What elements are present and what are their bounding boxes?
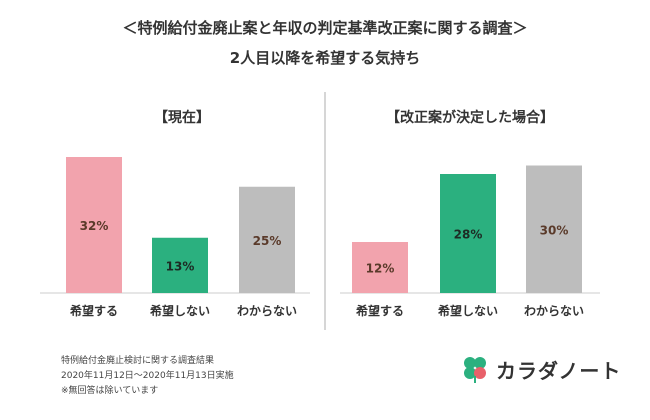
- brand-name: カラダノート: [496, 358, 622, 383]
- bar-value-label: 32%: [80, 219, 109, 233]
- category-label: わからない: [524, 304, 584, 318]
- chart-subtitle: 2人目以降を希望する気持ち: [229, 49, 421, 67]
- bar-revised-2: [526, 165, 582, 293]
- category-label: 希望する: [69, 303, 118, 318]
- category-label: 希望しない: [437, 303, 498, 318]
- clover-icon: [464, 357, 486, 383]
- bar-value-label: 25%: [253, 234, 282, 248]
- panel-title: 【改正案が決定した場合】: [386, 109, 554, 126]
- category-label: わからない: [237, 304, 297, 318]
- bar-value-label: 12%: [366, 262, 395, 276]
- brand-logo: カラダノート: [460, 354, 621, 384]
- survey-note: 特例給付金廃止検討に関する調査結果: [61, 356, 215, 366]
- bar-revised-0: [352, 242, 408, 293]
- bar-value-label: 13%: [166, 259, 195, 273]
- bar-current-1: [152, 237, 208, 293]
- bar-value-label: 30%: [540, 223, 569, 237]
- bar-value-label: 28%: [454, 228, 483, 242]
- chart-title: ＜特例給付金廃止案と年収の判定基準改正案に関する調査＞: [122, 19, 528, 37]
- panel-title: 【現在】: [154, 109, 210, 126]
- category-label: 希望する: [355, 303, 404, 318]
- category-label: 希望しない: [149, 303, 210, 318]
- survey-footnote: ※無回答は除いています: [61, 386, 159, 396]
- bar-revised-1: [440, 174, 496, 293]
- survey-date: 2020年11月12日～2020年11月13日実施: [61, 371, 234, 381]
- bar-current-0: [66, 157, 122, 293]
- bar-current-2: [239, 186, 295, 293]
